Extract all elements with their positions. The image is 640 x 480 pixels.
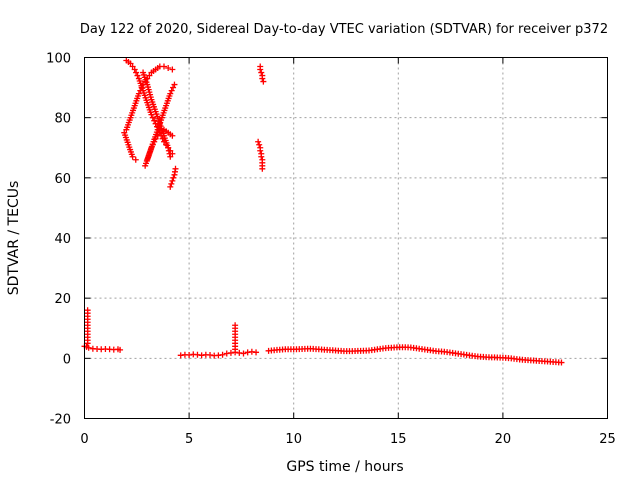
data-point xyxy=(170,174,177,181)
data-point xyxy=(148,111,155,118)
data-point xyxy=(148,144,155,151)
x-tick-label: 15 xyxy=(390,432,407,447)
data-point xyxy=(253,349,260,356)
data-point xyxy=(129,63,136,70)
data-point xyxy=(170,84,177,91)
data-point xyxy=(165,144,172,151)
data-point xyxy=(232,346,239,353)
data-point xyxy=(117,346,124,353)
data-point xyxy=(257,147,264,154)
data-point xyxy=(131,66,138,73)
data-point xyxy=(169,132,176,139)
data-point xyxy=(172,165,179,172)
data-point xyxy=(558,359,565,366)
x-tick-label: 25 xyxy=(599,432,616,447)
y-tick-label: 20 xyxy=(54,292,71,307)
chart-title: Day 122 of 2020, Sidereal Day-to-day VTE… xyxy=(80,22,608,37)
x-tick-label: 10 xyxy=(285,432,302,447)
x-tick-label: 20 xyxy=(495,432,512,447)
data-point xyxy=(166,150,173,157)
data-point xyxy=(168,180,175,187)
data-point xyxy=(154,132,161,139)
y-tick-label: -20 xyxy=(50,413,71,428)
data-point xyxy=(258,69,265,76)
data-point xyxy=(255,138,262,145)
data-point xyxy=(85,344,92,351)
data-point xyxy=(257,66,264,73)
data-point xyxy=(129,153,136,160)
data-point xyxy=(127,60,134,67)
data-point xyxy=(133,69,140,76)
data-point xyxy=(132,156,139,163)
data-point xyxy=(84,340,91,347)
data-point xyxy=(171,81,178,88)
data-point xyxy=(240,350,247,357)
data-point xyxy=(134,72,141,79)
x-tick-label: 5 xyxy=(185,432,193,447)
data-point xyxy=(152,135,159,142)
data-point xyxy=(259,75,266,82)
y-tick-label: 100 xyxy=(46,52,71,67)
data-point xyxy=(160,63,167,70)
data-point xyxy=(151,138,158,145)
data-point xyxy=(167,153,174,160)
data-point xyxy=(138,84,145,91)
data-point xyxy=(146,72,153,79)
data-point xyxy=(259,165,266,172)
data-point xyxy=(169,177,176,184)
data-point xyxy=(219,351,226,358)
data-point xyxy=(258,153,265,160)
data-point xyxy=(256,141,263,148)
data-points xyxy=(81,57,565,366)
axis-ticks: 0 5 10 15 20 25 -20 0 20 40 60 80 100 xyxy=(46,52,616,448)
data-point xyxy=(169,66,176,73)
y-axis-title: SDTVAR / TECUs xyxy=(6,181,22,296)
data-point xyxy=(165,147,172,154)
grid xyxy=(84,57,608,419)
data-point xyxy=(137,87,144,94)
x-axis-title: GPS time / hours xyxy=(286,459,403,475)
data-point xyxy=(260,78,267,85)
data-point xyxy=(165,65,172,72)
data-point xyxy=(149,114,156,121)
data-point xyxy=(149,141,156,148)
data-point xyxy=(167,183,174,190)
y-tick-label: 0 xyxy=(63,352,71,367)
x-tick-label: 0 xyxy=(80,432,88,447)
data-point xyxy=(135,90,142,97)
data-point xyxy=(167,90,174,97)
y-tick-label: 80 xyxy=(54,112,71,127)
y-tick-label: 40 xyxy=(54,232,71,247)
y-tick-label: 60 xyxy=(54,172,71,187)
data-point xyxy=(168,87,175,94)
